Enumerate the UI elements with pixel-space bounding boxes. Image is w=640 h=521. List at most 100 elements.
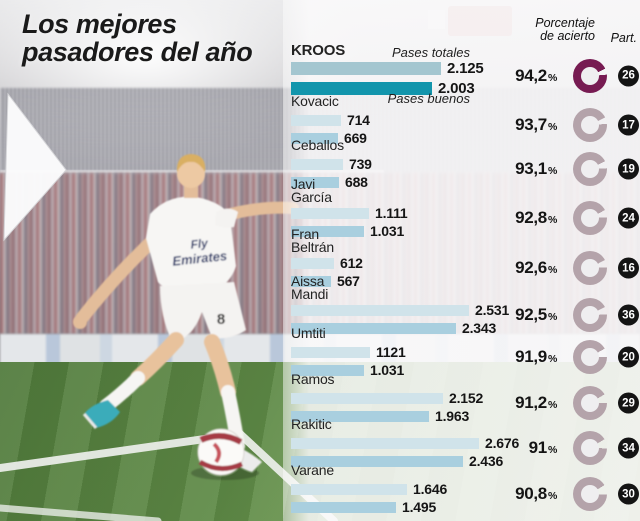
player-name-line: KROOS xyxy=(291,42,346,59)
player-name: Ramos xyxy=(291,372,640,386)
accuracy-value: 91,2% xyxy=(515,393,557,412)
bar-total xyxy=(291,346,370,358)
player-name: Fran Beltrán xyxy=(291,227,640,255)
passer-rows: KROOS 2.125 2.003 Pases totales Pases bue… xyxy=(283,0,640,521)
player-name: Varane xyxy=(291,462,640,478)
player-name-line: Rakitic xyxy=(291,416,332,432)
bar-good xyxy=(291,322,456,334)
bar-total-line: 2.125 xyxy=(291,60,640,77)
bar-good xyxy=(291,364,364,376)
matches-badge: 30 xyxy=(618,483,639,505)
passer-row: Ceballos 739 688 93,1% 19 xyxy=(283,138,640,190)
player-name-line: Javi xyxy=(291,176,316,192)
jersey-text-line1: Fly xyxy=(190,236,210,252)
bar-good xyxy=(291,225,364,237)
bar-total-value: 1121 xyxy=(376,344,406,360)
bar-good-line: 2.343 xyxy=(291,320,640,336)
matches-badge: 26 xyxy=(618,65,639,86)
matches-badge: 34 xyxy=(618,437,639,459)
bars: 2.531 2.343 xyxy=(291,302,640,336)
player-name: Aissa Mandi xyxy=(291,273,640,302)
bars: 2.676 2.436 xyxy=(291,435,640,469)
bar-total-line: 2.531 xyxy=(291,302,640,318)
page-title-line2: pasadores del año xyxy=(22,37,253,67)
bar-good-value: 688 xyxy=(345,174,368,190)
matches-badge: 29 xyxy=(618,392,639,414)
accuracy-donut xyxy=(573,58,607,93)
bar-good xyxy=(291,176,339,188)
bar-good xyxy=(291,82,432,95)
player-name-line: Varane xyxy=(291,462,334,478)
hair xyxy=(176,154,206,172)
bar-good xyxy=(291,410,429,422)
accuracy-value: 92,5% xyxy=(515,305,557,324)
bar-good-value: 567 xyxy=(337,273,360,289)
bar-total-line: 1.646 xyxy=(291,481,640,497)
matches-badge: 19 xyxy=(618,158,639,180)
bar-good-value: 669 xyxy=(344,130,367,146)
accuracy-donut xyxy=(573,251,607,285)
accuracy-value: 94,2% xyxy=(515,65,557,85)
bars: 1121 1.031 xyxy=(291,344,640,378)
bar-total-value: 2.531 xyxy=(475,302,510,318)
ball-illustration xyxy=(197,428,245,476)
bar-total-value: 612 xyxy=(340,255,363,271)
bar-total-line: 739 xyxy=(291,156,640,172)
accuracy-donut xyxy=(573,340,607,374)
bars: 1.646 1.495 xyxy=(291,481,640,515)
passer-row: Rakitic 2.676 2.436 91% 34 xyxy=(283,416,640,469)
bar-total xyxy=(291,304,469,316)
accuracy-donut xyxy=(573,477,607,511)
accuracy-value: 92,6% xyxy=(515,258,557,277)
passer-row: Fran Beltrán 612 567 92,6% 16 xyxy=(283,227,640,289)
player-figure: Fly Emirates 8 xyxy=(73,154,299,480)
player-name: KROOS xyxy=(291,42,640,59)
player-name-line: Aissa xyxy=(291,273,325,289)
bar-good-value: 1.031 xyxy=(370,362,405,378)
part-header: Part. xyxy=(610,31,637,45)
player-name-line: Beltrán xyxy=(291,239,334,255)
passer-row: Ramos 2.152 1.963 91,2% 29 xyxy=(283,372,640,424)
bars: 739 688 xyxy=(291,156,640,190)
bar-total-line: 2.676 xyxy=(291,435,640,451)
accuracy-value: 90,8% xyxy=(515,484,557,503)
bar-total-line: 2.152 xyxy=(291,390,640,406)
bar-good-line: 1.031 xyxy=(291,223,640,239)
matches-badge: 36 xyxy=(618,304,639,326)
matches-badge: 16 xyxy=(618,257,639,279)
bar-good-line: 688 xyxy=(291,174,640,190)
accuracy-donut xyxy=(573,201,607,235)
accuracy-value: 92,8% xyxy=(515,208,557,227)
corner-flag xyxy=(3,92,67,242)
bar-total xyxy=(291,483,407,495)
bars: 612 567 xyxy=(291,255,640,289)
accuracy-donut xyxy=(573,431,607,465)
bar-total-value: 1.646 xyxy=(413,481,448,497)
bar-good xyxy=(291,132,338,144)
accuracy-value: 91% xyxy=(528,438,558,457)
bar-good-line: 1.495 xyxy=(291,499,640,515)
label-pases-buenos: Pases buenos xyxy=(387,91,470,106)
player-name: Ceballos xyxy=(291,138,640,152)
player-name-line: Kovacic xyxy=(291,93,339,109)
bar-total xyxy=(291,207,369,219)
bar-total-line: 612 xyxy=(291,255,640,271)
bar-good xyxy=(291,455,463,467)
bar-good xyxy=(291,501,396,513)
matches-badge: 17 xyxy=(618,114,639,136)
bar-good-line: 567 xyxy=(291,273,640,289)
passer-row: Javi García 1.111 1.031 92,8% 24 xyxy=(283,176,640,239)
bar-total-line: 714 xyxy=(291,112,640,128)
bar-good-line: 2.003 xyxy=(291,80,640,97)
label-pases-totales: Pases totales xyxy=(391,45,470,60)
passer-row: Kovacic 714 669 93,7% 17 xyxy=(283,93,640,146)
passer-row: KROOS 2.125 2.003 Pases totales Pases bue… xyxy=(283,42,640,106)
bar-total-value: 2.152 xyxy=(449,390,484,406)
bars: 714 669 xyxy=(291,112,640,146)
page-title-line1: Los mejores xyxy=(22,9,177,39)
matches-badge: 20 xyxy=(618,346,639,368)
bar-good xyxy=(291,275,331,287)
player-name-line: Mandi xyxy=(291,286,329,302)
